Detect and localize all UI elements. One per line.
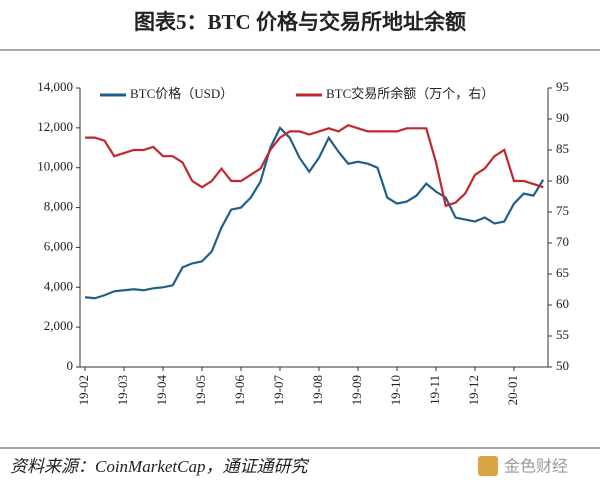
source-note: 资料来源：CoinMarketCap，通证通研究 <box>10 457 309 476</box>
y-tick-label: 2,000 <box>44 318 73 333</box>
y2-tick-label: 85 <box>556 141 569 156</box>
y2-tick-label: 55 <box>556 327 569 342</box>
legend-label: BTC价格（USD） <box>130 86 233 101</box>
chart-title: 图表5：BTC 价格与交易所地址余额 <box>134 10 466 34</box>
x-tick-label: 19-10 <box>388 375 403 405</box>
logo-icon <box>478 456 498 476</box>
y-tick-label: 12,000 <box>37 119 73 134</box>
watermark: 金色财经 <box>504 457 568 476</box>
y2-tick-label: 70 <box>556 234 569 249</box>
x-tick-label: 19-06 <box>232 375 247 406</box>
x-tick-label: 19-04 <box>154 375 169 406</box>
legend-label: BTC交易所余额（万个，右） <box>326 86 494 101</box>
y2-tick-label: 60 <box>556 296 569 311</box>
x-tick-label: 19-08 <box>310 375 325 405</box>
y2-tick-label: 80 <box>556 172 569 187</box>
y2-tick-label: 75 <box>556 203 569 218</box>
y-tick-label: 0 <box>67 358 74 373</box>
x-tick-label: 19-11 <box>427 375 442 405</box>
y-tick-label: 4,000 <box>44 278 73 293</box>
x-tick-label: 19-02 <box>76 375 91 405</box>
y2-tick-label: 65 <box>556 265 569 280</box>
x-tick-label: 19-03 <box>115 375 130 405</box>
series-line <box>84 125 545 300</box>
y2-tick-label: 90 <box>556 110 569 125</box>
y-tick-label: 8,000 <box>44 199 73 214</box>
y2-tick-label: 95 <box>556 79 569 94</box>
y-tick-label: 14,000 <box>37 79 73 94</box>
y-tick-label: 6,000 <box>44 238 73 253</box>
y2-tick-label: 50 <box>556 358 569 373</box>
series-line <box>85 123 544 208</box>
x-tick-label: 20-01 <box>505 375 520 405</box>
x-tick-label: 19-07 <box>271 375 286 406</box>
x-tick-label: 19-05 <box>193 375 208 405</box>
y-tick-label: 10,000 <box>37 159 73 174</box>
x-tick-label: 19-12 <box>466 375 481 405</box>
x-tick-label: 19-09 <box>349 375 364 405</box>
